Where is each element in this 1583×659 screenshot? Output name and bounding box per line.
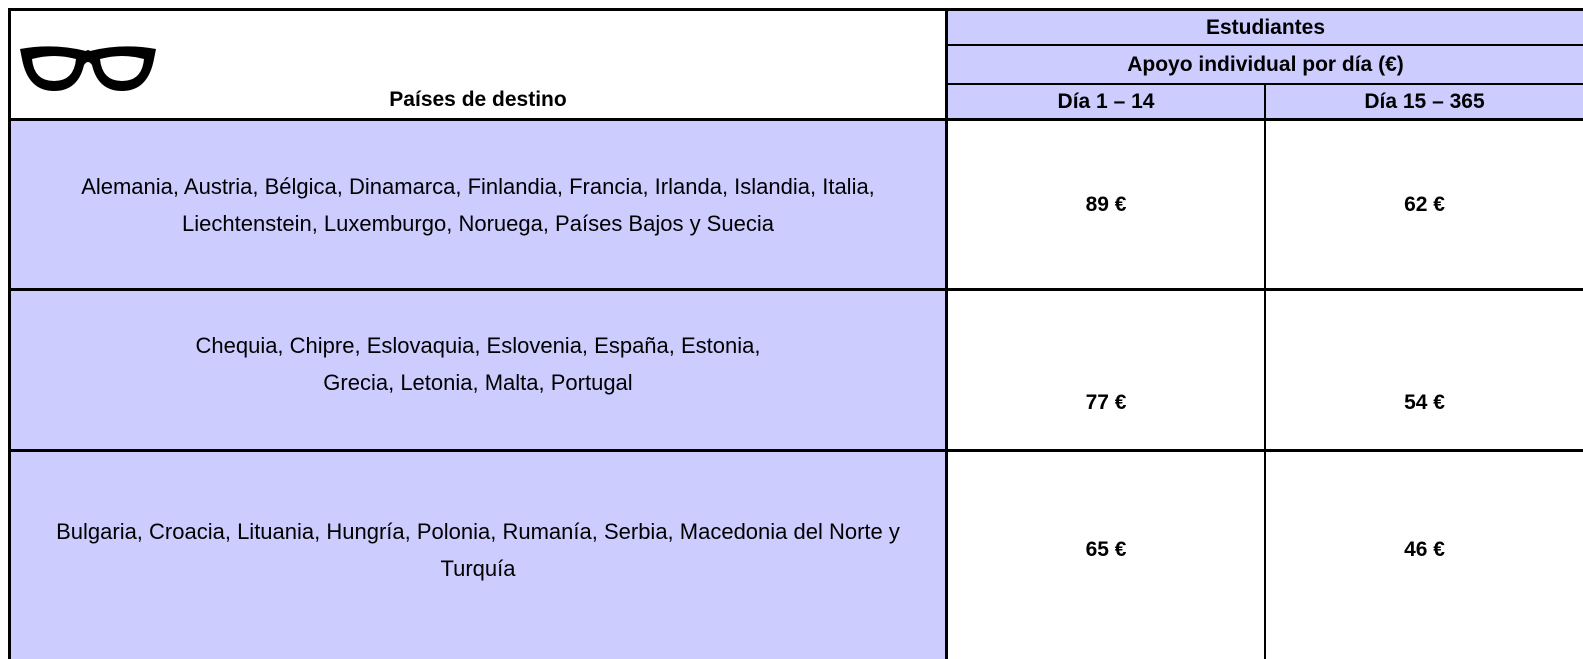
sub-header: Apoyo individual por día (€) (948, 46, 1583, 83)
value-cell: 62 € (1266, 121, 1583, 288)
table: Países de destino Estudiantes Apoyo indi… (8, 8, 1583, 659)
corner-header-cell: Países de destino (11, 11, 945, 118)
value-cell: 65 € (948, 452, 1264, 659)
group-header: Estudiantes (948, 11, 1583, 44)
column-header: Día 15 – 365 (1266, 85, 1583, 118)
glasses-icon (20, 46, 156, 91)
countries-cell: Alemania, Austria, Bélgica, Dinamarca, F… (11, 121, 945, 288)
value-cell: 89 € (948, 121, 1264, 288)
column-header: Día 1 – 14 (948, 85, 1264, 118)
value-cell: 46 € (1266, 452, 1583, 659)
value-cell: 54 € (1266, 291, 1583, 449)
corner-header: Países de destino (389, 88, 567, 111)
countries-cell: Bulgaria, Croacia, Lituania, Hungría, Po… (11, 452, 945, 659)
value-cell: 77 € (948, 291, 1264, 449)
countries-cell: Chequia, Chipre, Eslovaquia, Eslovenia, … (11, 291, 945, 449)
